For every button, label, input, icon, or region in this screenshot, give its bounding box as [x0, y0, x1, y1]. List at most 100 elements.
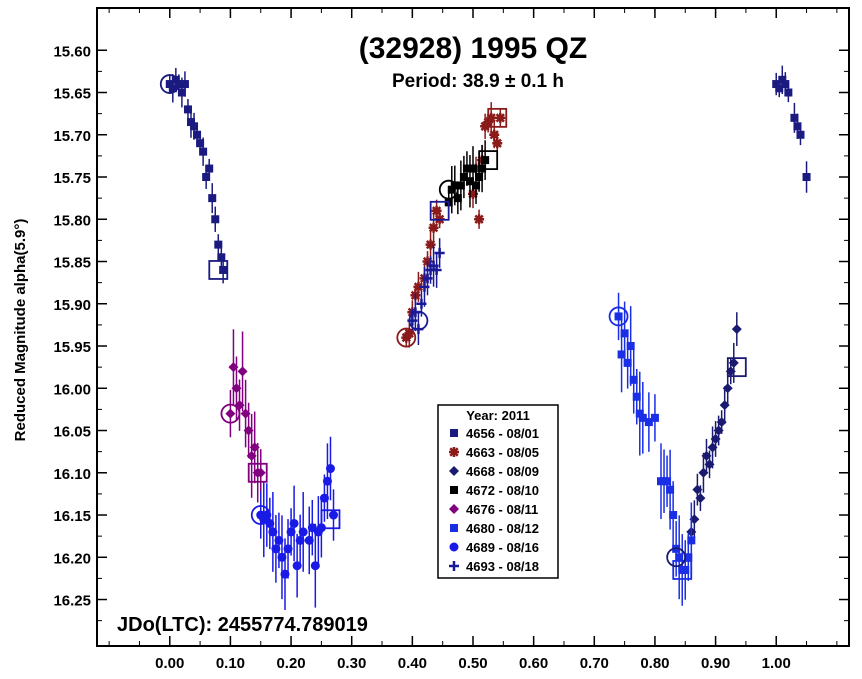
open-circle-marker: [220, 403, 241, 424]
x-tick-label: 0.70: [580, 655, 609, 672]
data-point: [781, 80, 790, 89]
data-point: [325, 464, 335, 474]
data-point: [190, 122, 199, 131]
data-point: [319, 493, 329, 503]
legend-label: 4663 - 08/05: [466, 445, 539, 460]
open-square-marker: [320, 509, 341, 530]
data-point: [274, 535, 284, 545]
open-square-marker: [247, 462, 268, 483]
data-point: [650, 413, 659, 422]
x-axis: 0.00 0.10 0.20 0.30 0.40 0.50 0.60 0.70 0.80 0.90…: [108, 8, 838, 672]
legend-entry: 4663 - 08/05: [449, 445, 539, 460]
data-point: [165, 80, 174, 89]
data-point: [472, 181, 481, 190]
data-point: [635, 409, 644, 418]
y-axis: 15.60 15.65 15.70 15.75 15.80 15.85 15.90 15.95…: [53, 43, 849, 622]
data-point: [489, 129, 500, 140]
data-point: [775, 84, 784, 93]
series-7: [256, 436, 339, 611]
legend-marker: [450, 429, 458, 437]
x-tick-label: 1.00: [762, 655, 791, 672]
data-point: [219, 265, 228, 274]
data-point: [474, 214, 485, 225]
data-point: [495, 112, 506, 123]
data-point: [638, 413, 647, 422]
series-6: [614, 292, 696, 606]
y-axis-label: Reduced Magnitude alpha(5.9°): [12, 219, 29, 442]
open-square-marker: [208, 260, 229, 280]
data-point: [666, 485, 675, 494]
series-5: [225, 329, 266, 503]
data-point: [208, 194, 217, 203]
y-tick-label: 16.15: [53, 508, 91, 525]
data-point: [623, 358, 632, 367]
legend-entry: 4676 - 08/11: [449, 502, 538, 517]
data-point: [469, 164, 477, 173]
legend-entry: 4668 - 08/09: [449, 464, 539, 479]
data-point: [205, 164, 214, 173]
data-point: [292, 561, 302, 571]
legend-marker: [449, 504, 459, 514]
data-point: [687, 536, 696, 545]
legend-label: 4680 - 08/12: [466, 521, 539, 536]
legend-marker: [449, 447, 459, 457]
y-tick-label: 16.10: [53, 466, 91, 483]
legend-label: 4689 - 08/16: [466, 540, 539, 555]
chart-title: (32928) 1995 QZ: [359, 32, 587, 65]
data-point: [217, 253, 226, 262]
data-point: [481, 156, 490, 165]
data-point: [731, 324, 742, 335]
legend-label: 4668 - 08/09: [466, 464, 539, 479]
data-point: [237, 366, 248, 377]
data-point: [617, 350, 626, 359]
data-point: [669, 511, 678, 520]
y-tick-label: 15.85: [53, 255, 91, 272]
x-tick-label: 0.90: [701, 655, 730, 672]
y-tick-label: 15.70: [53, 128, 91, 145]
data-point: [695, 493, 706, 504]
data-point: [644, 418, 653, 427]
data-point: [225, 408, 236, 419]
y-tick-label: 15.80: [53, 212, 91, 229]
data-point: [183, 105, 192, 114]
x-tick-label: 0.00: [155, 655, 184, 672]
y-tick-label: 16.00: [53, 381, 91, 398]
data-point: [663, 477, 672, 486]
data-point: [428, 222, 439, 233]
data-point: [280, 569, 290, 579]
open-square-marker: [726, 357, 747, 378]
data-point: [450, 181, 459, 190]
data-point: [329, 510, 339, 520]
data-point: [304, 535, 314, 545]
data-point: [492, 138, 503, 149]
y-tick-label: 16.05: [53, 424, 91, 441]
data-point: [796, 130, 805, 139]
open-circle-marker: [438, 179, 459, 200]
legend-label: 4672 - 08/10: [466, 483, 539, 498]
data-point: [171, 75, 180, 84]
legend-entry: 4656 - 08/01: [450, 426, 539, 441]
open-circle-marker: [408, 310, 429, 331]
data-point: [298, 527, 308, 537]
data-point: [322, 476, 332, 486]
legend-marker: [450, 486, 458, 494]
x-tick-label: 0.10: [216, 655, 245, 672]
data-point: [193, 130, 202, 139]
open-circle-marker: [608, 306, 629, 327]
data-point: [196, 139, 205, 148]
x-tick-label: 0.80: [640, 655, 669, 672]
data-point: [629, 375, 638, 384]
data-point: [202, 173, 211, 182]
data-point: [271, 544, 281, 554]
legend-label: 4676 - 08/11: [466, 502, 538, 517]
y-tick-label: 16.20: [53, 550, 91, 567]
data-point: [199, 147, 208, 156]
legend-entry: 4680 - 08/12: [450, 521, 539, 536]
y-tick-label: 15.60: [53, 43, 91, 60]
legend-marker: [449, 466, 459, 476]
data-point: [268, 527, 278, 537]
series-3: [686, 312, 742, 544]
open-circle-marker: [396, 327, 417, 348]
legend-entry: 4693 - 08/18: [449, 559, 539, 574]
data-point: [249, 442, 260, 453]
